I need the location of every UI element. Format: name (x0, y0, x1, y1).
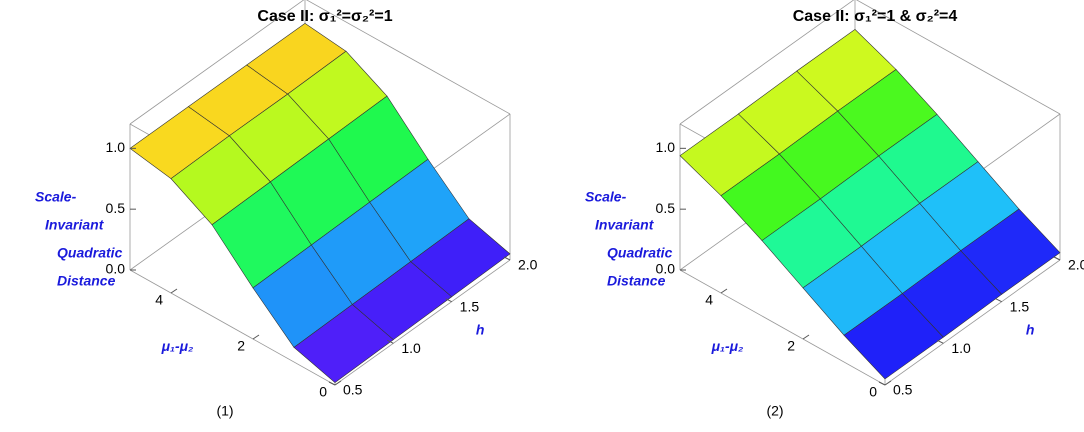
z-axis-label: Quadratic (607, 245, 673, 261)
z-tick-label: 1.0 (106, 139, 126, 155)
z-axis-label: Invariant (45, 217, 105, 233)
y-tick (334, 380, 342, 386)
y-tick-label: 2 (237, 338, 245, 354)
y-tick (170, 288, 178, 294)
box-edge (129, 0, 305, 125)
z-tick-label: 0.5 (106, 200, 126, 216)
x-tick (503, 256, 511, 261)
box-edge (334, 259, 511, 386)
x-tick (328, 381, 336, 386)
y-tick-label: 4 (155, 292, 163, 308)
x-tick-label: 1.0 (951, 340, 971, 356)
surface-patch (293, 304, 394, 383)
chart-title: Case II: σ₁²=σ₂²=1 (257, 8, 392, 25)
x-tick-label: 1.5 (460, 298, 480, 314)
surface-plot: 0.0 0.5 1.0 0.5 1.0 1.5 2.0 0 2 4 h μ₁-μ₂ Scale- Inva… (585, 0, 1084, 419)
box-edge (884, 259, 1061, 386)
x-tick (387, 339, 394, 344)
x-axis-label: h (476, 322, 485, 338)
z-tick-label: 0.0 (656, 261, 676, 277)
surface-plot: 0.0 0.5 1.0 0.5 1.0 1.5 2.0 0 2 4 h μ₁-μ₂ Scale- Inva… (35, 0, 538, 419)
x-tick (445, 298, 452, 303)
box-edge (855, 0, 1061, 115)
box-edge (679, 0, 855, 125)
z-axis-label: Quadratic (57, 245, 123, 261)
y-axis-label: μ₁-μ₂ (161, 338, 194, 354)
x-tick-label: 0.5 (343, 382, 363, 398)
y-tick-label: 0 (869, 384, 877, 400)
y-tick (252, 334, 260, 340)
box-edge (129, 269, 336, 386)
y-tick (802, 334, 810, 340)
z-tick-label: 1.0 (656, 139, 676, 155)
z-axis-label: Distance (57, 273, 116, 289)
x-tick-label: 2.0 (518, 257, 538, 273)
x-axis-label: h (1026, 322, 1035, 338)
box-edge (305, 0, 511, 115)
x-tick-label: 0.5 (893, 382, 913, 398)
y-tick-label: 4 (705, 292, 713, 308)
caption: (1) (216, 403, 233, 419)
x-tick (937, 339, 944, 344)
y-tick-label: 0 (319, 384, 327, 400)
x-tick (1053, 256, 1061, 261)
z-axis-label: Distance (607, 273, 666, 289)
y-axis-label: μ₁-μ₂ (711, 338, 744, 354)
chart-title: Case II: σ₁²=1 & σ₂²=4 (793, 8, 958, 25)
y-tick (884, 380, 892, 386)
z-axis-label: Scale- (35, 189, 77, 205)
surface-patch (843, 293, 944, 380)
x-tick-label: 1.5 (1010, 298, 1030, 314)
z-tick-label: 0.0 (106, 261, 126, 277)
x-tick-label: 1.0 (401, 340, 421, 356)
y-tick (720, 288, 728, 294)
y-tick-label: 2 (787, 338, 795, 354)
box-edge (679, 269, 886, 386)
x-tick (995, 298, 1002, 303)
x-tick-label: 2.0 (1068, 257, 1084, 273)
z-tick-label: 0.5 (656, 200, 676, 216)
z-axis-label: Scale- (585, 189, 627, 205)
z-axis-label: Invariant (595, 217, 655, 233)
x-tick (878, 381, 886, 386)
caption: (2) (766, 403, 783, 419)
